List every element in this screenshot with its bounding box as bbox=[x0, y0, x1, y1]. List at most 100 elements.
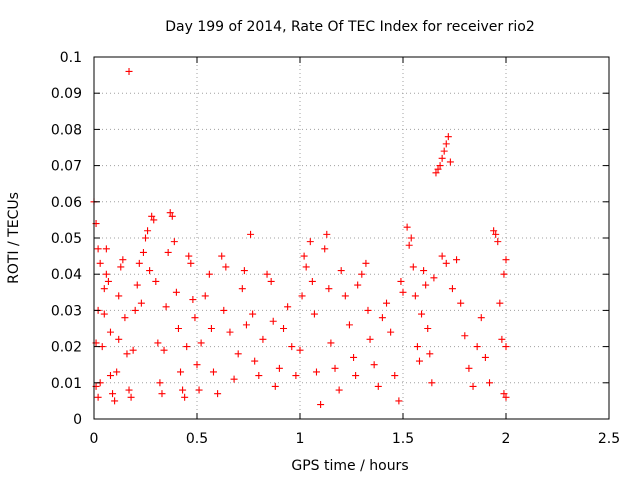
data-point bbox=[444, 133, 452, 141]
y-tick-labels: 0 0.01 0.02 0.03 0.04 0.05 0.06 0.07 0.0… bbox=[51, 50, 82, 428]
data-point bbox=[502, 393, 510, 401]
data-point bbox=[111, 397, 119, 405]
data-point bbox=[168, 212, 176, 220]
y-tick-label: 0.08 bbox=[51, 122, 82, 138]
data-point bbox=[275, 364, 283, 372]
data-point bbox=[405, 241, 413, 249]
data-point bbox=[502, 256, 510, 264]
data-point bbox=[473, 343, 481, 351]
data-point bbox=[331, 364, 339, 372]
y-tick-label: 0.03 bbox=[51, 303, 82, 319]
data-point bbox=[189, 296, 197, 304]
data-point bbox=[302, 263, 310, 271]
data-point bbox=[106, 372, 114, 380]
data-point bbox=[164, 248, 172, 256]
data-point bbox=[325, 285, 333, 293]
y-tick-label: 0.02 bbox=[51, 340, 82, 356]
data-point bbox=[288, 343, 296, 351]
data-point bbox=[422, 281, 430, 289]
y-tick-label: 0.05 bbox=[51, 231, 82, 247]
data-point bbox=[115, 335, 123, 343]
data-point bbox=[415, 357, 423, 365]
data-point bbox=[500, 390, 508, 398]
data-point bbox=[133, 281, 141, 289]
data-point bbox=[306, 238, 314, 246]
axis-ticks bbox=[93, 56, 610, 420]
data-point bbox=[341, 292, 349, 300]
data-point bbox=[420, 267, 428, 275]
data-point bbox=[438, 252, 446, 260]
data-point bbox=[358, 270, 366, 278]
data-point bbox=[486, 379, 494, 387]
data-point bbox=[387, 328, 395, 336]
data-point bbox=[362, 259, 370, 267]
data-point bbox=[323, 230, 331, 238]
data-point bbox=[263, 270, 271, 278]
data-point bbox=[117, 263, 125, 271]
data-point bbox=[418, 310, 426, 318]
data-point bbox=[494, 238, 502, 246]
data-point bbox=[409, 263, 417, 271]
data-point bbox=[104, 277, 112, 285]
data-point bbox=[142, 234, 149, 242]
data-point bbox=[94, 393, 102, 401]
data-point bbox=[428, 379, 436, 387]
data-point bbox=[374, 382, 382, 390]
data-point bbox=[453, 256, 461, 264]
data-point bbox=[146, 267, 154, 275]
y-tick-label: 0.04 bbox=[51, 267, 82, 283]
data-point bbox=[317, 401, 325, 409]
data-point bbox=[448, 285, 456, 293]
data-point bbox=[442, 259, 450, 267]
data-point bbox=[195, 386, 203, 394]
data-point bbox=[354, 281, 362, 289]
data-point bbox=[383, 299, 391, 307]
x-tick-label: 2.5 bbox=[598, 431, 620, 447]
data-point bbox=[94, 245, 102, 253]
data-point bbox=[209, 368, 217, 376]
data-point bbox=[469, 382, 477, 390]
data-point bbox=[457, 299, 465, 307]
data-point bbox=[446, 158, 454, 166]
data-point bbox=[179, 386, 187, 394]
data-point bbox=[181, 393, 189, 401]
data-point bbox=[403, 223, 411, 231]
data-point bbox=[207, 325, 215, 332]
data-point bbox=[96, 259, 104, 267]
data-point bbox=[310, 310, 318, 318]
data-point bbox=[500, 270, 508, 278]
data-point bbox=[154, 339, 162, 347]
data-point bbox=[502, 343, 510, 351]
data-point bbox=[259, 335, 267, 343]
data-point bbox=[434, 165, 442, 173]
y-tick-label: 0.07 bbox=[51, 159, 82, 175]
data-point bbox=[424, 325, 432, 332]
x-tick-label: 0 bbox=[90, 431, 99, 447]
data-point bbox=[308, 277, 316, 285]
data-point bbox=[296, 346, 304, 354]
data-point bbox=[220, 306, 228, 314]
chart-title: Day 199 of 2014, Rate Of TEC Index for r… bbox=[165, 19, 535, 35]
data-point bbox=[102, 270, 110, 278]
data-point bbox=[214, 390, 222, 398]
data-point bbox=[269, 317, 277, 325]
data-point bbox=[399, 288, 407, 296]
data-point bbox=[115, 292, 123, 300]
y-tick-label: 0.1 bbox=[60, 50, 82, 66]
data-point bbox=[498, 335, 506, 343]
data-point bbox=[162, 303, 170, 311]
data-point bbox=[150, 216, 158, 224]
data-point bbox=[102, 245, 110, 253]
data-point bbox=[242, 321, 250, 329]
data-point bbox=[135, 259, 143, 267]
data-point bbox=[395, 397, 403, 405]
data-point bbox=[271, 382, 279, 390]
data-point bbox=[345, 321, 353, 329]
data-point bbox=[187, 259, 195, 267]
data-point bbox=[158, 390, 166, 398]
y-tick-label: 0.09 bbox=[51, 86, 82, 102]
data-point bbox=[222, 263, 230, 271]
data-point bbox=[432, 169, 440, 177]
data-point bbox=[298, 292, 306, 300]
data-point bbox=[100, 285, 108, 293]
